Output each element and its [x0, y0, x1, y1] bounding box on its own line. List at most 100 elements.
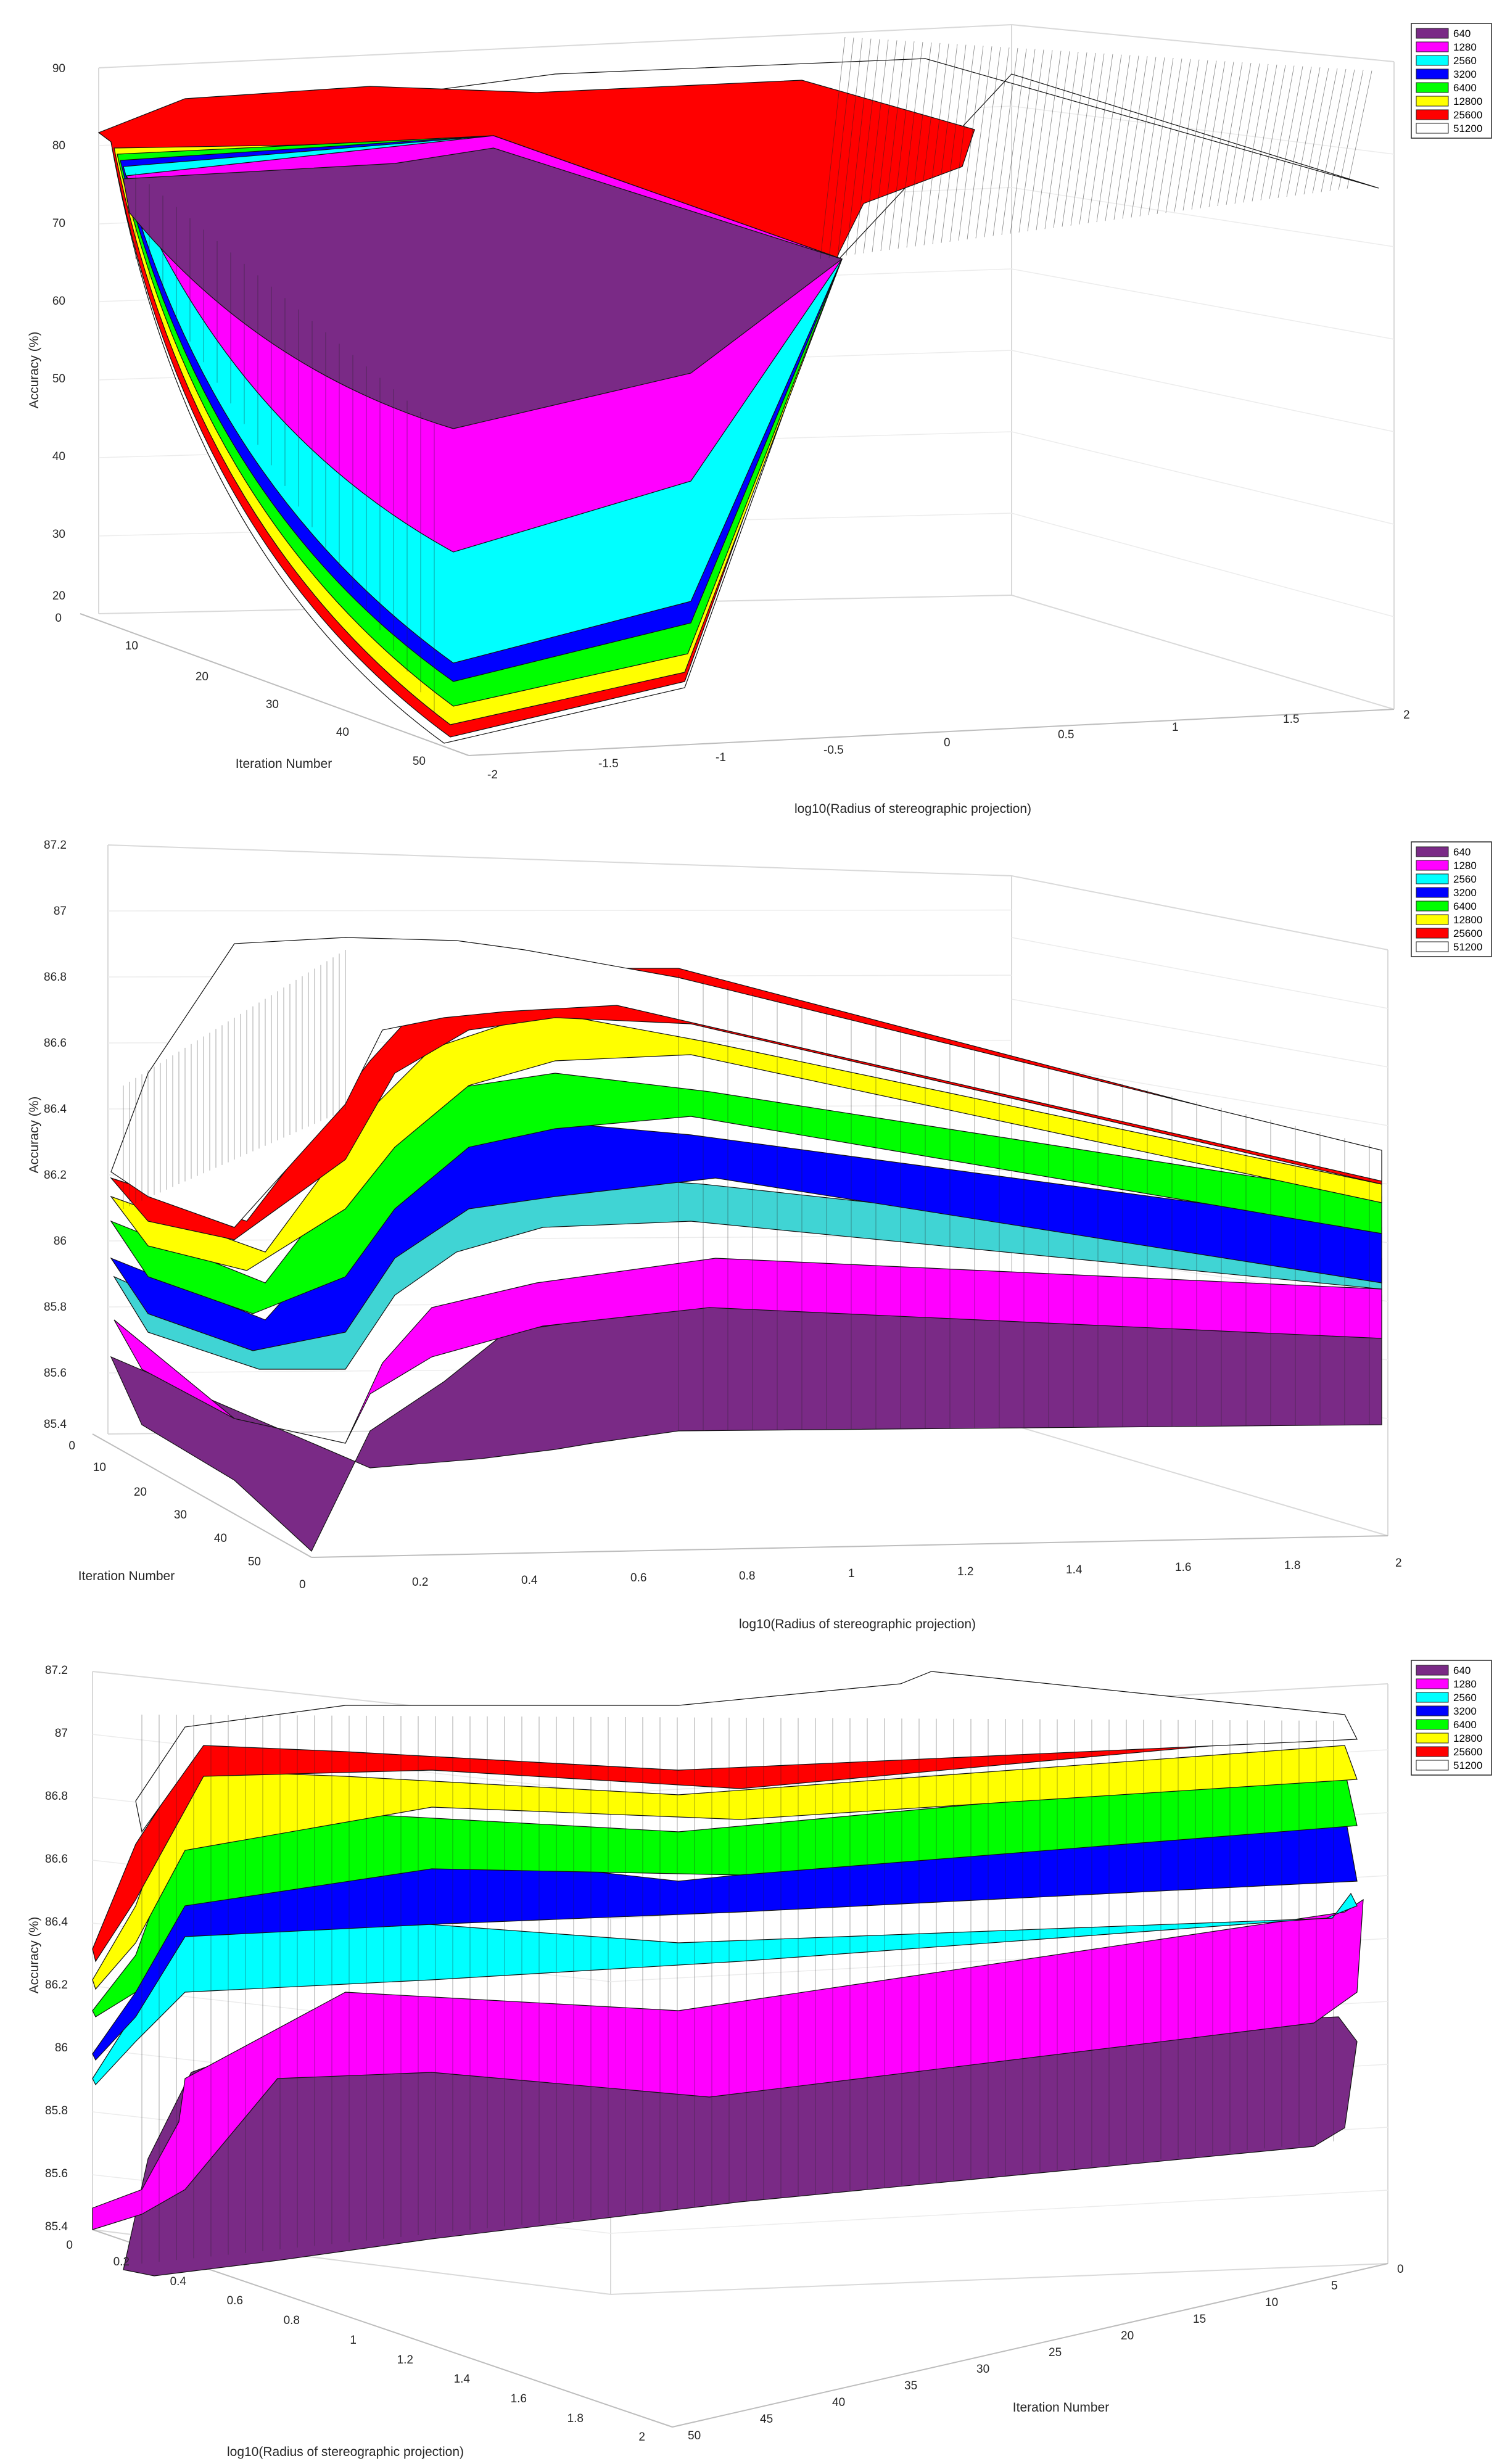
gridline	[1070, 52, 1096, 226]
legend-swatch	[1416, 1760, 1449, 1771]
iter-tick: 5	[1331, 2280, 1338, 2293]
z-tick: 87	[55, 1727, 68, 1740]
iter-tick: 10	[93, 1461, 106, 1474]
iter-tick: 40	[832, 2396, 845, 2409]
z-tick: 80	[52, 139, 65, 152]
gridline	[889, 41, 915, 250]
gridline	[1312, 68, 1338, 194]
chart-2-xlabel: log10(Radius of stereographic projection…	[739, 1617, 976, 1631]
gridline	[1131, 57, 1157, 218]
legend-box	[1411, 23, 1492, 139]
surface-12800	[110, 1011, 1382, 1271]
chart-3-z-ticks: 87.2 87 86.8 86.6 86.4 86.2 86 85.8 85.6…	[45, 1664, 68, 2233]
gridline	[992, 47, 1018, 236]
iter-tick: 25	[1049, 2346, 1062, 2359]
gridline	[1157, 58, 1182, 215]
z-tick: 86.8	[44, 971, 67, 984]
gridline	[941, 44, 967, 243]
gridline	[1321, 68, 1347, 192]
z-tick: 90	[52, 62, 65, 75]
iter-tick: 20	[134, 1486, 147, 1499]
chart-panel-1: 90 80 70 60 50 40 30 20 Accuracy (%) 0 1…	[0, 0, 1510, 826]
legend-swatch	[1416, 860, 1449, 871]
radius-tick: 0.8	[284, 2314, 300, 2327]
iter-tick: 10	[1265, 2296, 1278, 2309]
gridline	[1018, 49, 1044, 233]
gridline	[1011, 937, 1388, 1009]
legend-swatch	[1416, 887, 1449, 898]
chart-2-iter-label: Iteration Number	[78, 1569, 175, 1583]
legend-label: 1280	[1453, 860, 1477, 871]
radius-tick: 1.8	[567, 2412, 584, 2425]
gridline	[1277, 66, 1303, 198]
chart-3-svg: 87.2 87 86.8 86.6 86.4 86.2 86 85.8 85.6…	[27, 1660, 1492, 2459]
radius-tick: 0.5	[1058, 728, 1074, 741]
gridline	[1329, 69, 1355, 191]
radius-tick: 1	[1172, 721, 1179, 734]
radius-tick: 2	[1403, 709, 1410, 722]
surface-1280	[92, 1898, 1364, 2230]
legend-swatch	[1416, 1692, 1449, 1703]
iter-tick: 20	[1121, 2330, 1134, 2342]
legend-label: 2560	[1453, 55, 1477, 67]
radius-tick: -1	[716, 751, 726, 764]
iter-tick: 10	[125, 640, 138, 653]
legend-label: 25600	[1453, 1746, 1482, 1758]
legend-swatch	[1416, 1719, 1449, 1730]
legend-swatch	[1416, 1665, 1449, 1676]
gridline	[1079, 53, 1105, 225]
surface-51200	[110, 937, 1382, 1228]
chart-3-surfaces	[92, 1671, 1364, 2277]
legend-box	[1411, 1660, 1492, 1776]
chart-1-surfaces	[97, 58, 1379, 744]
legend-swatch	[1416, 96, 1449, 107]
radius-tick: -1.5	[598, 757, 619, 770]
gridline	[1001, 48, 1027, 235]
legend-swatch	[1416, 109, 1449, 120]
gridline	[820, 36, 846, 260]
chart-1-radius-ticks: -2 -1.5 -1 -0.5 0 0.5 1 1.5 2	[487, 709, 1410, 781]
gridline	[1105, 55, 1131, 221]
legend-swatch	[1416, 1733, 1449, 1744]
radius-tick: 1.4	[454, 2373, 471, 2386]
radius-tick: -2	[487, 768, 498, 781]
chart-2-svg: 87.2 87 86.8 86.6 86.4 86.2 86 85.8 85.6…	[27, 839, 1492, 1631]
chart-2-mesh	[123, 950, 1370, 1431]
legend-label: 25600	[1453, 109, 1482, 121]
gridline	[1303, 68, 1329, 195]
legend-label: 6400	[1453, 900, 1477, 912]
z-tick: 30	[52, 528, 65, 541]
gridline	[1165, 59, 1191, 213]
legend-swatch	[1416, 873, 1449, 884]
gridline	[1174, 59, 1200, 212]
chart-2-floor-axes	[92, 1433, 1388, 1558]
gridline	[1234, 63, 1260, 204]
radius-tick: 0.4	[521, 1574, 538, 1587]
legend-label: 6400	[1453, 1719, 1477, 1731]
iter-tick: 35	[904, 2380, 917, 2392]
z-tick: 86.8	[45, 1790, 68, 1803]
gridline	[1208, 62, 1234, 207]
legend-label: 3200	[1453, 1705, 1477, 1717]
legend-label: 1280	[1453, 41, 1477, 53]
gridline	[1044, 51, 1070, 229]
z-tick: 85.8	[45, 2104, 68, 2117]
iter-tick: 0	[68, 1440, 75, 1452]
iter-tick: 50	[413, 755, 426, 768]
iter-tick: 15	[1193, 2313, 1206, 2326]
gridline	[863, 39, 889, 253]
gridline	[1122, 56, 1148, 219]
gridline	[1011, 1060, 1388, 1126]
legend-swatch	[1416, 68, 1449, 80]
legend-swatch	[1416, 900, 1449, 912]
chart-2-radius-ticks: 0 0.2 0.4 0.6 0.8 1 1.2 1.4 1.6 1.8 2	[299, 1557, 1402, 1591]
z-tick: 86	[54, 1235, 67, 1248]
chart-3-ylabel: Accuracy (%)	[27, 1917, 41, 1994]
gridline	[1036, 51, 1062, 231]
iter-tick: 0	[55, 612, 62, 625]
gridline	[1286, 67, 1312, 197]
legend-label: 25600	[1453, 928, 1482, 939]
z-tick: 85.8	[44, 1301, 67, 1314]
